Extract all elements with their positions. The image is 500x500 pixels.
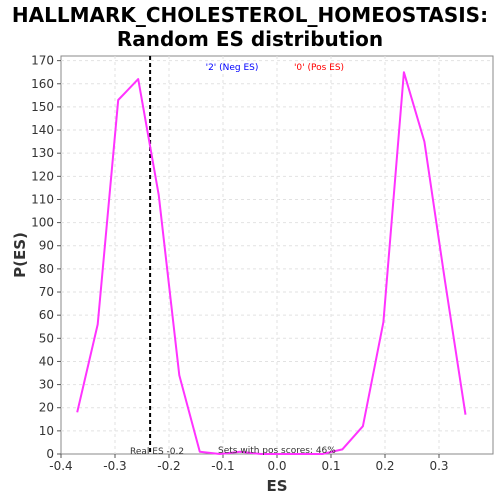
- y-tick-label: 110: [31, 192, 54, 206]
- x-tick-label: 0.2: [375, 459, 394, 473]
- y-tick-label: 120: [31, 169, 54, 183]
- x-axis-label: ES: [266, 477, 287, 495]
- y-tick-label: 100: [31, 216, 54, 230]
- y-tick-label: 10: [39, 424, 54, 438]
- y-tick-label: 170: [31, 54, 54, 68]
- y-tick-label: 130: [31, 146, 54, 160]
- x-tick-label: 0.1: [321, 459, 340, 473]
- y-tick-label: 60: [39, 308, 54, 322]
- y-tick-label: 20: [39, 401, 54, 415]
- series-line: [76, 71, 467, 455]
- y-tick-label: 50: [39, 331, 54, 345]
- x-axis: -0.4 -0.3 -0.2 -0.1 0.0 0.1 0.2 0.3: [49, 454, 449, 473]
- chart-title-line1: HALLMARK_CHOLESTEROL_HOMEOSTASIS:: [12, 3, 488, 27]
- x-tick-label: 0.3: [429, 459, 448, 473]
- y-tick-label: 70: [39, 285, 54, 299]
- neg-es-label: '2' (Neg ES): [206, 63, 259, 73]
- y-tick-label: 30: [39, 378, 54, 392]
- y-axis: 0 10 20 30 40 50 60 70 80 90 100 110 120 130 140 150 160…: [31, 54, 61, 461]
- x-tick-label: -0.2: [157, 459, 180, 473]
- x-tick-label: -0.1: [211, 459, 234, 473]
- y-tick-label: 80: [39, 262, 54, 276]
- x-tick-label: -0.3: [103, 459, 126, 473]
- y-tick-label: 160: [31, 77, 54, 91]
- y-axis-label: P(ES): [11, 232, 29, 278]
- y-tick-label: 150: [31, 100, 54, 114]
- grid-lines: [61, 56, 493, 454]
- y-tick-label: 90: [39, 239, 54, 253]
- x-tick-label: 0.0: [267, 459, 286, 473]
- x-tick-label: -0.4: [49, 459, 72, 473]
- y-tick-label: 0: [46, 447, 54, 461]
- chart-title-line2: Random ES distribution: [117, 27, 383, 51]
- pos-scores-label: Sets with pos scores: 46%: [218, 446, 336, 456]
- real-es-label: Real ES -0.2: [130, 447, 184, 457]
- y-tick-label: 140: [31, 123, 54, 137]
- series-layer: [76, 71, 467, 455]
- pos-es-label: '0' (Pos ES): [294, 63, 344, 73]
- y-tick-label: 40: [39, 354, 54, 368]
